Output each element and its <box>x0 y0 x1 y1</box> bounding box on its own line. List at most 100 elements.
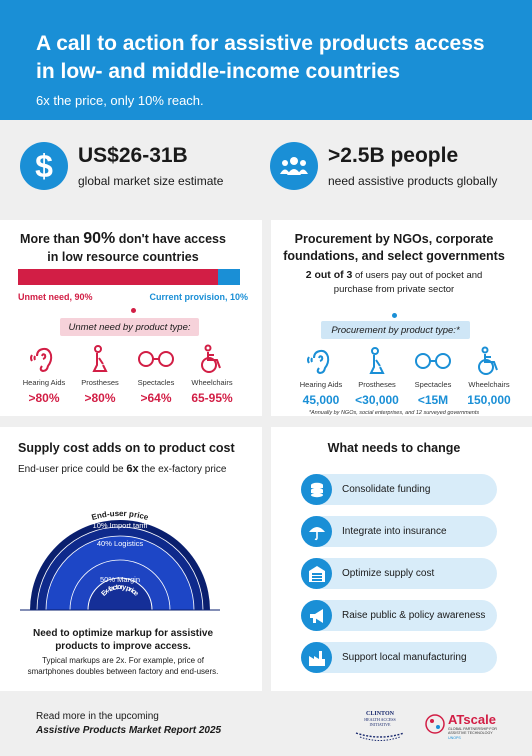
product-spectacles: Spectacles <15M <box>405 344 461 407</box>
spectacles-icon <box>405 344 461 378</box>
action-label: Integrate into insurance <box>342 526 447 537</box>
ex-factory-layer <box>88 578 152 610</box>
product-value: <15M <box>417 393 449 407</box>
people-need-label: need assistive products globally <box>328 174 498 188</box>
coins-icon <box>301 474 332 505</box>
procurement-sub-bold: 2 out of 3 <box>305 269 353 281</box>
access-title-post: don't have access <box>115 232 226 246</box>
unmet-products-row: Hearing Aids >80% Prostheses >80% Specta… <box>16 342 240 405</box>
warehouse-icon <box>301 558 332 589</box>
factory-icon <box>301 642 332 673</box>
procurement-title-line2: foundations, and select governments <box>283 249 505 263</box>
supply-subtitle: End-user price could be 6x the ex-factor… <box>18 463 226 475</box>
product-value: >64% <box>140 391 172 405</box>
supply-sub-post: the ex-factory price <box>138 464 227 475</box>
action-label: Raise public & policy awareness <box>342 610 486 621</box>
access-title-line2: in low resource countries <box>47 250 199 264</box>
page-title: A call to action for assistive products … <box>36 32 485 83</box>
product-name: Prostheses <box>81 378 119 387</box>
market-size-label: global market size estimate <box>78 174 224 188</box>
umbrella-icon <box>301 516 332 547</box>
product-name: Wheelchairs <box>191 378 233 387</box>
price-markup-arc: End-user price 10% Import tariff 40% Log… <box>20 509 220 611</box>
import-tariff-label: 10% Import tariff <box>93 521 149 530</box>
action-optimize-supply: Optimize supply cost <box>301 558 497 589</box>
optimize-markup-text: Need to optimize markup for assistive pr… <box>0 627 246 653</box>
procurement-title-line1: Procurement by NGOs, corporate <box>294 232 494 246</box>
access-title-pre: More than <box>20 232 84 246</box>
svg-text:HEALTH ACCESS: HEALTH ACCESS <box>364 717 396 722</box>
product-name: Prostheses <box>358 380 396 389</box>
markup-note: Typical markups are 2x. For example, pri… <box>0 655 246 677</box>
product-prostheses: Prostheses >80% <box>72 342 128 405</box>
pointer-dot <box>392 313 397 318</box>
action-label: Consolidate funding <box>342 484 431 495</box>
product-name: Hearing Aids <box>299 380 343 389</box>
procurement-title: Procurement by NGOs, corporate foundatio… <box>271 231 517 265</box>
procurement-product-type-label: Procurement by product type:* <box>321 321 470 339</box>
action-label: Support local manufacturing <box>342 652 467 663</box>
action-consolidate-funding: Consolidate funding <box>301 474 497 505</box>
unmet-need-label: Unmet need, 90% <box>18 292 93 302</box>
product-value: 150,000 <box>467 393 511 407</box>
product-value: <30,000 <box>355 393 399 407</box>
market-size-value: US$26-31B <box>78 144 188 167</box>
header-banner: A call to action for assistive products … <box>0 0 532 120</box>
pointer-dot <box>131 308 136 313</box>
procurement-footnote: *Annually by NGOs, social enterprises, a… <box>308 410 480 416</box>
chai-logo: CLINTON HEALTH ACCESS INITIATIVE <box>355 711 405 741</box>
svg-text:INITIATIVE: INITIATIVE <box>370 722 391 727</box>
procurement-card: Procurement by NGOs, corporate foundatio… <box>271 220 532 416</box>
footer-report-title: Assistive Products Market Report 2025 <box>36 725 222 736</box>
spectacles-icon <box>128 342 184 376</box>
footer-text: Read more in the upcoming Assistive Prod… <box>36 710 221 738</box>
product-name: Spectacles <box>137 378 175 387</box>
access-title: More than 90% don't have access in low r… <box>0 230 246 266</box>
supply-title: Supply cost adds on to product cost <box>18 441 235 455</box>
procurement-subtitle: 2 out of 3 of users pay out of pocket an… <box>271 268 517 297</box>
product-prostheses: Prostheses <30,000 <box>349 344 405 407</box>
action-local-manufacturing: Support local manufacturing <box>301 642 497 673</box>
product-value: >80% <box>84 391 116 405</box>
hearing-aid-icon <box>293 344 349 378</box>
access-title-pct: 90% <box>83 230 116 247</box>
markup-note-line1: Typical markups are 2x. For example, pri… <box>42 656 204 665</box>
people-need-stat: >2.5B people need assistive products glo… <box>270 142 497 190</box>
product-spectacles: Spectacles >64% <box>128 342 184 405</box>
megaphone-icon <box>301 600 332 631</box>
svg-text:UNOPS: UNOPS <box>448 736 461 740</box>
optimize-line2: products to improve access. <box>55 641 191 652</box>
current-provision-label: Current provision, 10% <box>149 292 248 302</box>
prosthesis-icon <box>349 344 405 378</box>
markup-note-line2: smartphones doubles between factory and … <box>27 667 219 676</box>
atscale-logo: ATscale GLOBAL PARTNERSHIP FOR ASSISTIVE… <box>425 712 497 740</box>
action-raise-awareness: Raise public & policy awareness <box>301 600 497 631</box>
end-user-price-label: End-user price <box>91 509 150 522</box>
logistics-label: 40% Logistics <box>97 539 144 548</box>
svg-text:ASSISTIVE TECHNOLOGY: ASSISTIVE TECHNOLOGY <box>448 731 493 735</box>
supply-sub-pre: End-user price could be <box>18 464 127 475</box>
product-hearing-aids: Hearing Aids 45,000 <box>293 344 349 407</box>
product-wheelchairs: Wheelchairs 150,000 <box>461 344 517 407</box>
product-name: Wheelchairs <box>468 380 510 389</box>
what-needs-to-change-card: What needs to change Consolidate funding… <box>271 427 532 691</box>
product-value: >80% <box>28 391 60 405</box>
procurement-sub-rest: of users pay out of pocket and <box>352 270 483 281</box>
supply-sub-bold: 6x <box>126 463 139 475</box>
wheelchair-icon <box>184 342 240 376</box>
product-name: Spectacles <box>414 380 452 389</box>
access-bar <box>18 269 240 285</box>
access-card: More than 90% don't have access in low r… <box>0 220 262 416</box>
hearing-aid-icon <box>16 342 72 376</box>
dollar-icon: $ <box>20 142 68 190</box>
supply-cost-card: Supply cost adds on to product cost End-… <box>0 427 262 691</box>
unmet-need-fill <box>18 269 218 285</box>
market-size-stat: $ US$26-31B global market size estimate <box>20 142 223 190</box>
wheelchair-icon <box>461 344 517 378</box>
product-value: 65-95% <box>191 391 233 405</box>
product-wheelchairs: Wheelchairs 65-95% <box>184 342 240 405</box>
procurement-products-row: Hearing Aids 45,000 Prostheses <30,000 S… <box>293 344 517 407</box>
action-label: Optimize supply cost <box>342 568 435 579</box>
change-title: What needs to change <box>327 441 461 455</box>
svg-text:CLINTON: CLINTON <box>366 711 395 717</box>
